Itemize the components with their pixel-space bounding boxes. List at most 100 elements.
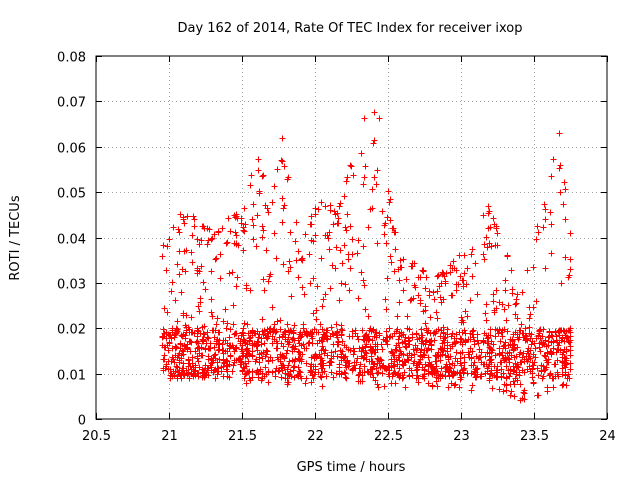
data-point	[449, 292, 456, 299]
data-point	[489, 385, 496, 392]
data-point	[517, 327, 524, 334]
data-point	[362, 163, 369, 170]
data-point	[355, 295, 362, 302]
data-point	[188, 249, 195, 256]
data-point	[160, 242, 167, 249]
data-point	[495, 330, 502, 337]
data-point	[247, 182, 254, 189]
data-point	[196, 241, 203, 248]
data-point	[189, 232, 196, 239]
data-point	[227, 228, 234, 235]
data-point	[468, 362, 475, 369]
data-point	[255, 370, 262, 377]
data-point	[163, 361, 170, 368]
data-point	[299, 284, 306, 291]
data-point	[285, 362, 292, 369]
data-point	[256, 188, 263, 195]
data-point	[378, 341, 385, 348]
data-point	[402, 384, 409, 391]
data-point	[336, 361, 343, 368]
data-point	[406, 326, 413, 333]
data-point	[554, 369, 561, 376]
data-point	[530, 362, 537, 369]
data-point	[472, 260, 479, 267]
data-point	[191, 330, 198, 337]
data-point	[224, 239, 231, 246]
data-point	[394, 313, 401, 320]
data-point	[342, 374, 349, 381]
data-point	[282, 375, 289, 382]
data-point	[279, 135, 286, 142]
data-point	[388, 348, 395, 355]
data-point	[449, 343, 456, 350]
data-point	[200, 279, 207, 286]
data-point	[292, 356, 299, 363]
data-point	[200, 223, 207, 230]
data-point	[384, 275, 391, 282]
data-point	[560, 201, 567, 208]
data-point	[208, 236, 215, 243]
data-point	[194, 325, 201, 332]
data-point	[222, 306, 229, 313]
data-point	[425, 380, 432, 387]
data-point	[231, 348, 238, 355]
data-point	[492, 326, 499, 333]
data-point	[341, 193, 348, 200]
data-point	[300, 321, 307, 328]
data-point	[387, 253, 394, 260]
data-point	[262, 364, 269, 371]
data-point	[547, 348, 554, 355]
data-point	[293, 219, 300, 226]
data-point	[302, 231, 309, 238]
data-point	[179, 266, 186, 273]
data-point	[481, 241, 488, 248]
data-point	[529, 359, 536, 366]
data-point	[373, 181, 380, 188]
data-point	[429, 382, 436, 389]
data-point	[400, 287, 407, 294]
data-point	[511, 393, 518, 400]
data-point	[538, 368, 545, 375]
data-point	[177, 340, 184, 347]
data-point	[353, 359, 360, 366]
data-point	[250, 201, 257, 208]
data-point	[234, 274, 241, 281]
data-point	[459, 349, 466, 356]
data-point	[313, 307, 320, 314]
data-point	[266, 273, 273, 280]
data-point	[422, 320, 429, 327]
data-point	[535, 229, 542, 236]
data-point	[200, 338, 207, 345]
data-point	[180, 360, 187, 367]
data-point	[295, 248, 302, 255]
data-point	[343, 227, 350, 234]
data-point	[376, 115, 383, 122]
data-point	[509, 286, 516, 293]
data-point	[204, 225, 211, 232]
data-point	[194, 267, 201, 274]
data-point	[321, 350, 328, 357]
data-point	[307, 280, 314, 287]
data-point	[419, 338, 426, 345]
data-point	[196, 308, 203, 315]
data-point	[274, 340, 281, 347]
data-point	[367, 366, 374, 373]
x-tick-label: 21.5	[228, 429, 257, 444]
data-point	[393, 342, 400, 349]
y-tick-label: 0.02	[57, 323, 86, 338]
data-point	[392, 229, 399, 236]
data-point	[447, 262, 454, 269]
data-point	[205, 353, 212, 360]
data-point	[202, 365, 209, 372]
data-point	[255, 167, 262, 174]
data-point	[522, 325, 529, 332]
data-point	[485, 210, 492, 217]
data-point	[361, 363, 368, 370]
data-point	[387, 333, 394, 340]
data-point	[530, 379, 537, 386]
data-point	[281, 202, 288, 209]
data-point	[533, 298, 540, 305]
data-point	[409, 331, 416, 338]
data-point	[212, 351, 219, 358]
data-point	[440, 347, 447, 354]
